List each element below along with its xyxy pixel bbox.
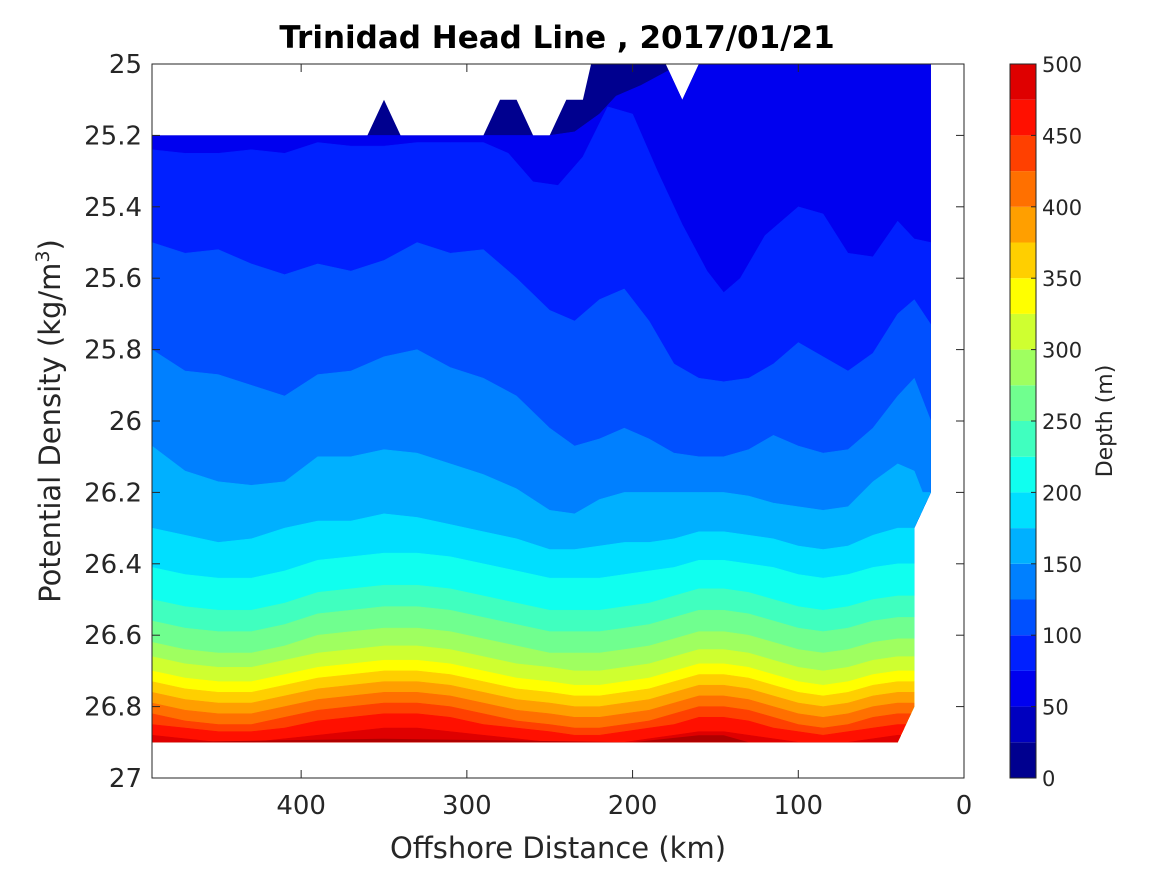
colorbar-swatch [1010,742,1036,778]
colorbar-swatch [1010,563,1036,600]
chart-title: Trinidad Head Line , 2017/01/21 [279,20,834,56]
colorbar-tick-label: 250 [1042,410,1082,434]
x-axis: 400 300 200 100 0 [276,64,972,821]
colorbar-swatch [1010,456,1036,493]
x-tick-label: 300 [442,791,492,821]
colorbar-swatch [1010,135,1036,172]
colorbar-tick-label: 200 [1042,481,1082,505]
colorbar-swatch [1010,599,1036,636]
colorbar-tick-label: 50 [1042,696,1069,720]
y-axis: 25 25.2 25.4 25.6 25.8 26 26.2 26.4 26.6 26.8 27 [84,50,964,794]
colorbar-tick-label: 150 [1042,553,1082,577]
x-tick-label: 400 [276,791,326,821]
y-tick-label: 25.2 [84,121,142,151]
colorbar-tick-label: 100 [1042,624,1082,648]
y-tick-label: 26 [109,407,142,437]
colorbar: 0 50 100 150 200 250 300 350 400 450 500 [1009,53,1082,791]
colorbar-swatch [1010,706,1036,743]
x-axis-label: Offshore Distance (km) [390,831,726,865]
colorbar-swatch [1010,313,1036,350]
x-tick-label: 100 [773,791,823,821]
x-tick-label: 200 [608,791,658,821]
colorbar-tick-label: 400 [1042,196,1082,220]
y-tick-label: 25.4 [84,193,142,223]
colorbar-swatch [1010,206,1036,243]
y-tick-label: 26.6 [84,621,142,651]
colorbar-swatch [1010,99,1036,136]
y-tick-label: 26.4 [84,550,142,580]
y-axis-label-superscript: 3 [32,250,54,262]
colorbar-swatch [1010,492,1036,529]
y-axis-label-close: ) [33,239,67,250]
colorbar-label: Depth (m) [1093,365,1118,478]
y-axis-label-main: Potential Density (kg/m [33,263,67,603]
colorbar-swatch [1010,242,1036,279]
colorbar-tick-label: 450 [1042,124,1082,148]
colorbar-swatch [1010,528,1036,564]
y-tick-label: 25 [109,50,142,80]
colorbar-tick-label: 300 [1042,339,1082,363]
colorbar-swatch [1010,278,1036,314]
colorbar-tick-label: 350 [1042,267,1082,291]
y-axis-label: Potential Density (kg/m3) [32,239,67,603]
colorbar-swatch [1010,635,1036,671]
colorbar-swatch [1010,421,1036,457]
y-tick-label: 25.8 [84,336,142,366]
x-tick-label: 0 [956,791,973,821]
contour-band-475 [152,727,931,743]
colorbar-swatch [1010,171,1036,207]
y-tick-label: 27 [109,764,142,794]
colorbar-tick-label: 0 [1042,767,1055,791]
colorbar-tick-label: 500 [1042,53,1082,77]
contour-fill-layer [152,64,931,743]
colorbar-swatch [1010,670,1036,707]
colorbar-swatch [1010,64,1036,100]
y-tick-label: 26.2 [84,478,142,508]
colorbar-swatch [1010,349,1036,386]
y-tick-label: 26.8 [84,693,142,723]
contour-band-450 [152,713,931,743]
colorbar-swatch [1010,385,1036,421]
y-tick-label: 25.6 [84,264,142,294]
